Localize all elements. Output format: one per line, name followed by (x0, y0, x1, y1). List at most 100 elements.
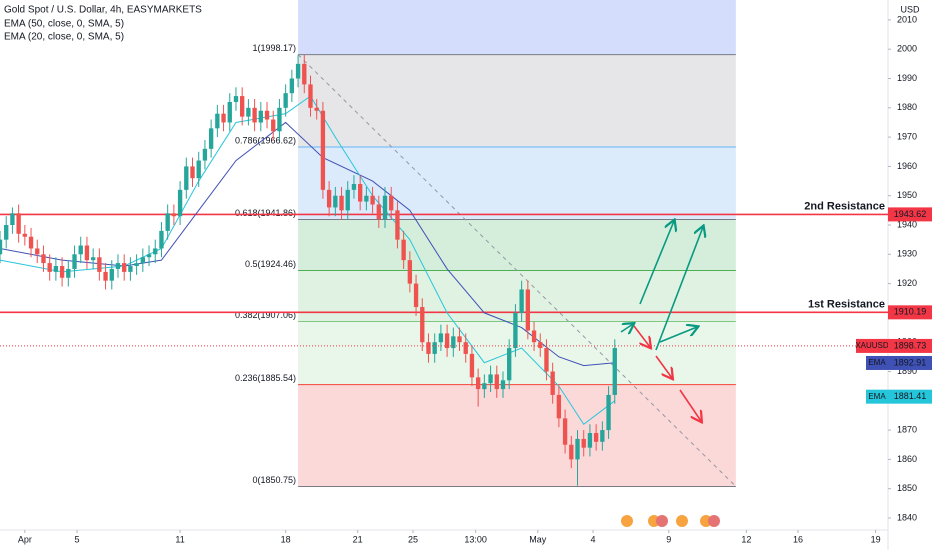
fib-zone (298, 384, 736, 487)
candle-body (451, 336, 456, 349)
candle-body (177, 189, 183, 217)
fib-label: 0.618(1941.86) (235, 208, 296, 218)
candle-body (122, 263, 127, 272)
candle-body (469, 353, 475, 378)
candle-body (339, 195, 344, 211)
y-tick-label: 1860 (897, 454, 917, 464)
candle-body (240, 96, 245, 117)
candle-body (53, 266, 59, 272)
candle-body (146, 254, 152, 258)
ema-badge (888, 355, 932, 370)
candle-body (376, 204, 381, 220)
ema-badge (866, 389, 888, 404)
candle-body (475, 377, 481, 390)
x-tick-label: 18 (281, 534, 291, 544)
resistance-label: 1st Resistance (808, 298, 885, 310)
event-icons (621, 515, 720, 527)
y-tick-label: 1940 (897, 219, 917, 229)
arrow (659, 327, 697, 343)
candle-body (184, 166, 189, 190)
candle-body (233, 96, 239, 102)
candle-body (482, 383, 487, 390)
candle-body (364, 195, 369, 202)
price-badge (888, 207, 932, 222)
candle-body (525, 289, 531, 331)
ema-badge (888, 389, 932, 404)
x-tick-label: 21 (353, 534, 363, 544)
candle-body (196, 160, 201, 179)
candle-body (35, 248, 40, 255)
candle-body (28, 236, 34, 249)
candle-body (271, 119, 276, 132)
x-tick-label: May (529, 534, 547, 544)
ema-badge-label: 1881.41 (894, 391, 927, 401)
candle-body (109, 268, 114, 281)
candle-body (295, 63, 301, 79)
y-tick-label: 2000 (897, 44, 917, 54)
candle-body (16, 213, 21, 234)
candle-body (438, 333, 444, 343)
candle-body (345, 189, 350, 211)
candle-body (115, 263, 121, 269)
arrows (620, 221, 703, 421)
candle-body (72, 254, 77, 269)
symbol-badge (856, 338, 888, 353)
trendline (297, 54, 737, 487)
candle-body (370, 195, 375, 205)
event-icon[interactable] (676, 515, 688, 527)
candle-body (519, 289, 524, 313)
candle-body (140, 257, 145, 264)
candle-body (556, 394, 562, 419)
ema-badge (866, 355, 888, 370)
arrow (655, 355, 672, 378)
y-tick-label: 1950 (897, 190, 917, 200)
candle-body (457, 336, 462, 343)
y-tick-label: 1970 (897, 131, 917, 141)
candle-body (66, 268, 71, 278)
x-tick-label: 12 (741, 534, 751, 544)
candle-body (593, 433, 599, 442)
candle-body (277, 107, 282, 132)
candle-body (488, 374, 493, 384)
candle-body (84, 245, 90, 261)
x-tick-label: 11 (175, 534, 184, 544)
candle-body (562, 418, 568, 445)
candle-body (165, 213, 170, 231)
y-tick-label: 1960 (897, 161, 917, 171)
candle-body (90, 257, 96, 261)
fib-label: 0(1850.75) (253, 475, 297, 485)
candle-body (302, 63, 307, 85)
candle-body (0, 239, 3, 255)
candle-body (289, 78, 295, 94)
fib-label: 0.5(1924.46) (245, 259, 296, 269)
x-tick-label: 19 (871, 534, 881, 544)
price-badge-label: 1898.73 (894, 340, 927, 350)
event-icon[interactable] (708, 515, 720, 527)
candle-body (389, 195, 394, 211)
arrow (655, 227, 703, 351)
candle-body (59, 266, 65, 278)
symbol-label: XAUUSD (855, 341, 889, 350)
candle-body (258, 110, 263, 123)
fib-label: 0.236(1885.54) (235, 373, 296, 383)
candle-body (513, 312, 518, 349)
candle-body (382, 195, 388, 220)
x-tick-label: Apr (18, 534, 32, 544)
event-icon[interactable] (621, 515, 633, 527)
fib-zone (298, 54, 736, 148)
candle-body (444, 333, 450, 349)
y-tick-label: 1870 (897, 424, 917, 434)
candle-body (420, 307, 425, 343)
candle-body (128, 266, 133, 272)
candle-body (569, 444, 574, 460)
candle-body (581, 438, 586, 448)
candle-body (314, 107, 319, 111)
candle-body (47, 263, 52, 272)
candle-body (407, 260, 413, 284)
fib-label: 1(1998.17) (253, 43, 297, 53)
event-icon[interactable] (656, 515, 668, 527)
arrow (639, 221, 674, 305)
arrow (679, 389, 701, 421)
candle-body (97, 257, 102, 272)
candle-body (612, 348, 617, 395)
